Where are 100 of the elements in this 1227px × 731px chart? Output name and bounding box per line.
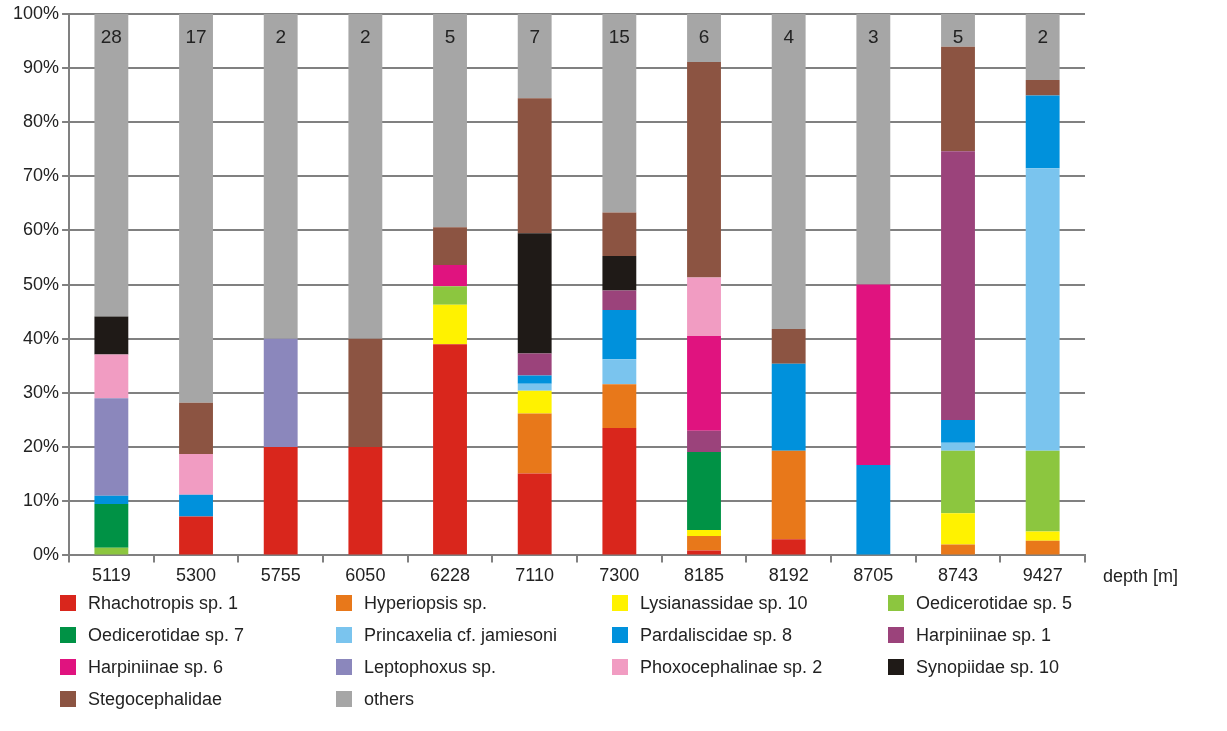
bar bbox=[687, 430, 721, 452]
bar bbox=[856, 464, 891, 555]
bar bbox=[1025, 13, 1060, 80]
bar bbox=[941, 544, 975, 555]
bar bbox=[856, 13, 891, 285]
bar bbox=[1025, 168, 1060, 451]
legend-label: Harpiniinae sp. 6 bbox=[88, 656, 224, 678]
bar bbox=[179, 454, 213, 495]
legend-label: Pardaliscidae sp. 8 bbox=[640, 624, 793, 646]
bar bbox=[94, 354, 129, 399]
bar bbox=[941, 442, 975, 451]
bar bbox=[263, 13, 298, 339]
x-tick-label: 9427 bbox=[1022, 565, 1063, 586]
legend-label: Oedicerotidae sp. 7 bbox=[88, 624, 245, 646]
bar bbox=[94, 503, 129, 548]
bar bbox=[517, 390, 552, 414]
annotation: 2 bbox=[1037, 26, 1048, 48]
bar bbox=[602, 255, 637, 291]
legend-label: others bbox=[364, 688, 415, 710]
x-axis-title: depth [m] bbox=[1103, 566, 1179, 587]
y-tick-label: 0% bbox=[33, 544, 60, 565]
bar bbox=[517, 353, 552, 376]
bar bbox=[687, 13, 721, 62]
bar bbox=[771, 363, 806, 451]
bar bbox=[602, 310, 637, 360]
x-tick-label: 5119 bbox=[92, 565, 131, 586]
bar bbox=[517, 13, 552, 99]
annotation: 2 bbox=[360, 26, 371, 48]
x-tick-label: 6228 bbox=[430, 565, 471, 586]
bar bbox=[687, 535, 721, 551]
bar bbox=[433, 304, 467, 345]
bar bbox=[1025, 95, 1060, 169]
bar bbox=[94, 398, 129, 496]
y-tick-label: 20% bbox=[23, 436, 60, 457]
bar bbox=[1025, 540, 1060, 555]
y-tick-label: 60% bbox=[23, 219, 60, 240]
legend-label: Stegocephalidae bbox=[88, 688, 223, 710]
bar bbox=[433, 227, 467, 266]
y-tick-label: 70% bbox=[23, 165, 60, 186]
bar bbox=[941, 46, 975, 152]
legend-label: Synopiidae sp. 10 bbox=[916, 656, 1060, 678]
legend-label: Hyperiopsis sp. bbox=[364, 592, 488, 614]
bar bbox=[1025, 450, 1060, 532]
bar bbox=[433, 13, 467, 228]
legend-label: Phoxocephalinae sp. 2 bbox=[640, 656, 823, 678]
bar bbox=[771, 539, 806, 555]
bar bbox=[771, 13, 806, 330]
annotation: 2 bbox=[275, 26, 286, 48]
bar bbox=[179, 516, 213, 555]
bar bbox=[941, 513, 975, 545]
legend-label: Rhachotropis sp. 1 bbox=[88, 592, 239, 614]
bar bbox=[433, 344, 467, 555]
bar bbox=[602, 290, 637, 311]
x-tick-label: 8185 bbox=[683, 565, 725, 586]
bar bbox=[263, 338, 298, 448]
bar bbox=[602, 359, 637, 385]
bar bbox=[433, 265, 467, 287]
legend-label: Princaxelia cf. jamiesoni bbox=[364, 624, 558, 646]
legend-label: Lysianassidae sp. 10 bbox=[640, 592, 808, 614]
annotation: 3 bbox=[868, 26, 879, 48]
bar bbox=[517, 413, 552, 474]
x-tick-label: 8705 bbox=[853, 565, 894, 586]
y-tick-label: 50% bbox=[23, 273, 60, 294]
bar bbox=[1025, 531, 1060, 541]
bar bbox=[602, 212, 637, 256]
bar bbox=[517, 375, 552, 384]
bar bbox=[602, 13, 637, 213]
x-tick-label: 7110 bbox=[515, 565, 555, 586]
bar bbox=[179, 13, 213, 403]
bar bbox=[602, 384, 637, 429]
bar bbox=[348, 338, 383, 448]
annotation: 17 bbox=[185, 26, 207, 48]
bar bbox=[771, 329, 806, 364]
y-tick-label: 80% bbox=[23, 111, 60, 132]
bar bbox=[941, 13, 975, 47]
bar bbox=[94, 13, 129, 317]
bar bbox=[517, 233, 552, 354]
bar bbox=[517, 383, 552, 391]
annotation: 5 bbox=[952, 26, 964, 48]
bar bbox=[517, 473, 552, 555]
y-tick-label: 90% bbox=[23, 56, 60, 77]
bar bbox=[687, 336, 721, 431]
bar bbox=[1025, 79, 1060, 96]
bar bbox=[517, 98, 552, 234]
annotation: 4 bbox=[783, 26, 795, 48]
legend-label: Oedicerotidae sp. 5 bbox=[916, 592, 1073, 614]
bar bbox=[94, 316, 129, 355]
bar bbox=[179, 494, 213, 517]
x-tick-label: 7300 bbox=[599, 565, 640, 586]
bar bbox=[856, 284, 891, 465]
legend-label: Harpiniinae sp. 1 bbox=[916, 624, 1052, 646]
bar bbox=[94, 495, 129, 504]
bar bbox=[687, 451, 721, 530]
annotation: 28 bbox=[100, 26, 122, 48]
y-tick-label: 10% bbox=[23, 490, 60, 511]
x-tick-label: 6050 bbox=[345, 565, 386, 586]
annotation: 7 bbox=[529, 26, 540, 48]
bar bbox=[94, 547, 129, 555]
bar bbox=[179, 402, 213, 455]
x-tick-label: 5755 bbox=[260, 565, 301, 586]
